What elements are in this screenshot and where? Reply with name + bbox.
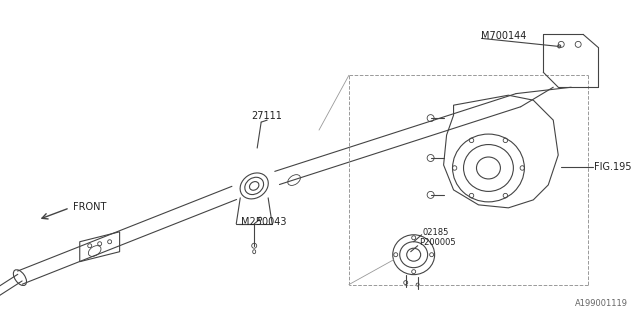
Text: FRONT: FRONT [73,202,106,212]
Text: A199001119: A199001119 [575,299,628,308]
Text: P200005: P200005 [419,238,455,247]
Text: M250043: M250043 [241,217,287,227]
Text: FIG.195: FIG.195 [594,162,632,172]
Text: 02185: 02185 [422,228,449,237]
Text: 27111: 27111 [252,111,283,121]
Text: M700144: M700144 [481,31,527,41]
